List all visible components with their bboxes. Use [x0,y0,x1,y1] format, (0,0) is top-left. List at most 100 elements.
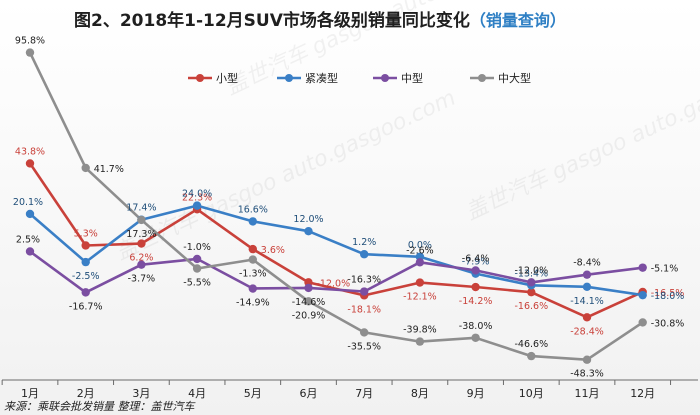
data-label: -8.4% [573,258,601,269]
data-point [360,287,369,296]
legend-marker [196,74,204,82]
data-point [248,244,257,254]
x-tick-label: 7月 [355,387,373,400]
data-label: -16.7% [69,301,103,312]
data-point [137,239,146,248]
data-point [192,201,202,210]
data-label: 24.0% [182,189,212,200]
data-label: -12.0% [317,278,351,289]
data-label: -46.6% [514,339,548,350]
series-line [29,204,643,297]
data-point [137,215,146,225]
data-label: 43.8% [15,146,45,157]
data-labels: 43.8% 5.3% 6.2% 22.3% 3.6% -12.0% -18.1% -12.1%… [13,36,684,380]
data-label: -14.2% [459,296,493,307]
data-label: 16.6% [238,204,268,215]
data-point [471,282,480,292]
legend-label: 中大型 [498,71,531,85]
data-point [81,241,90,250]
data-label: 17.3% [126,229,156,240]
data-label: -5.5% [183,278,211,289]
data-point [304,227,313,236]
data-point [248,255,257,264]
data-point [192,264,202,273]
data-label: -12.0% [514,265,548,276]
data-point [25,209,35,219]
chart-title-main: 图2、2018年1-12月SUV市场各级别销量同比变化 [74,10,470,31]
x-tick-label: 9月 [467,387,485,400]
data-label: -48.3% [570,369,604,380]
data-point [304,297,313,306]
data-label: -16.6% [514,301,548,312]
x-tick-label: 1月 [21,387,39,400]
data-label: 22.3% [182,192,212,203]
data-label: -35.5% [347,341,381,352]
data-point [248,284,257,293]
legend-marker [285,74,293,82]
data-point [137,260,146,269]
data-label: -6.4% [462,253,490,264]
data-point [25,247,35,256]
data-point [360,250,369,259]
data-label: -20.9% [292,310,326,321]
data-point [360,328,369,337]
data-point [415,278,425,287]
x-tick-label: 6月 [300,387,318,400]
data-label: -7.9% [462,257,490,268]
data-point [25,48,35,57]
data-point [582,313,592,322]
series-line [28,52,644,362]
data-label: -14.1% [570,296,604,307]
data-label: -13.4% [514,268,548,279]
data-label: 2.5% [16,234,40,245]
series-group [25,48,647,364]
series-line [29,250,643,294]
data-point [81,163,90,173]
legend-marker [478,74,486,82]
data-point [415,258,425,267]
legend-marker [381,74,389,82]
data-label: 1.2% [352,237,376,248]
data-label: -38.0% [459,321,493,332]
data-label: 12.0% [293,214,323,225]
data-label: 0.0% [408,240,432,251]
data-label: -2.6% [406,245,434,256]
x-tick-label: 3月 [132,387,150,400]
data-label: 6.2% [129,253,153,264]
data-label: -16.5% [651,288,685,299]
legend-label: 紧凑型 [305,71,338,85]
data-label: 3.6% [261,245,285,256]
data-label: -1.3% [239,269,267,280]
data-point [527,287,536,297]
data-point [638,318,647,327]
sales-query-link[interactable]: （销量查询） [470,11,566,30]
data-point [415,337,425,346]
data-point [471,333,480,342]
data-point [582,282,592,292]
data-point [192,254,202,264]
data-point [638,290,647,300]
data-point [304,283,313,293]
data-label: -18.0% [651,291,685,302]
x-tick-label: 5月 [244,387,262,400]
data-point [81,257,90,267]
data-point [527,351,536,361]
data-label: 20.1% [13,197,43,208]
x-tick-label: 8月 [411,387,429,400]
data-label: -18.1% [347,304,381,315]
data-label: -3.7% [128,274,156,285]
data-label: -14.9% [236,298,270,309]
legend: 小型 紧凑型 中型 中大型 [188,71,531,85]
data-label: -28.4% [570,326,604,337]
data-label: -5.1% [651,264,679,275]
legend-label: 中型 [401,71,423,85]
legend-label: 小型 [216,71,238,85]
data-point [582,270,592,279]
x-tick-label: 12月 [630,387,655,400]
data-point [638,263,647,272]
data-label: -1.0% [183,242,211,253]
source-note: 来源：乘联会批发销量 整理：盖世汽车 [4,400,196,413]
x-axis: 1月 2月 3月 4月 5月 6月 7月 8月 9月 10月 11月 12月 [1,379,698,400]
